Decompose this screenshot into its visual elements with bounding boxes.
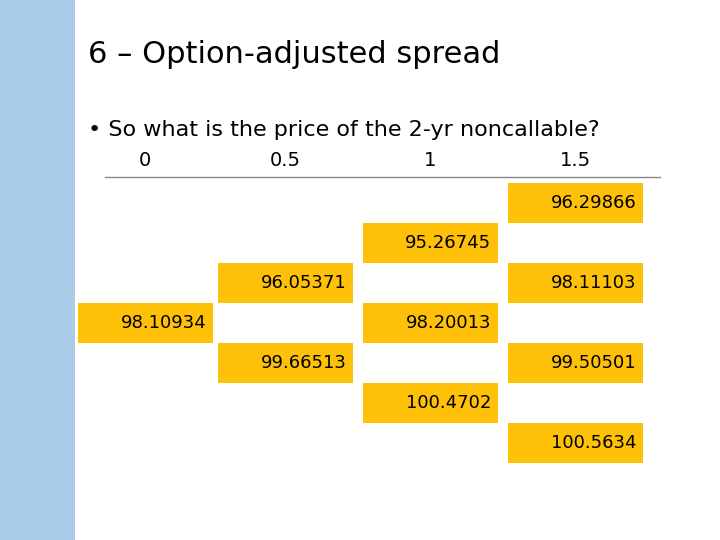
Bar [217,263,353,303]
Bar [508,183,642,223]
Text: 0.5: 0.5 [269,151,300,170]
Text: 99.66513: 99.66513 [261,354,346,372]
Text: • So what is the price of the 2-yr noncallable?: • So what is the price of the 2-yr nonca… [88,120,600,140]
Text: 1: 1 [424,151,436,170]
Bar [508,343,642,383]
Text: 100.4702: 100.4702 [406,394,492,412]
Bar [78,303,212,343]
Text: 99.50501: 99.50501 [551,354,636,372]
Bar [217,343,353,383]
Bar [362,303,498,343]
Text: 96.29866: 96.29866 [551,194,636,212]
Text: 96.05371: 96.05371 [261,274,346,292]
Text: 0: 0 [139,151,151,170]
Text: 98.11103: 98.11103 [551,274,636,292]
Text: 100.5634: 100.5634 [551,434,636,452]
Bar [362,383,498,423]
Text: 98.20013: 98.20013 [406,314,492,332]
Text: 95.26745: 95.26745 [405,234,492,252]
Text: 98.10934: 98.10934 [121,314,207,332]
Bar [362,223,498,263]
Text: 1.5: 1.5 [559,151,590,170]
Bar [508,263,642,303]
Bar [508,423,642,463]
Text: 6 – Option-adjusted spread: 6 – Option-adjusted spread [88,40,500,69]
